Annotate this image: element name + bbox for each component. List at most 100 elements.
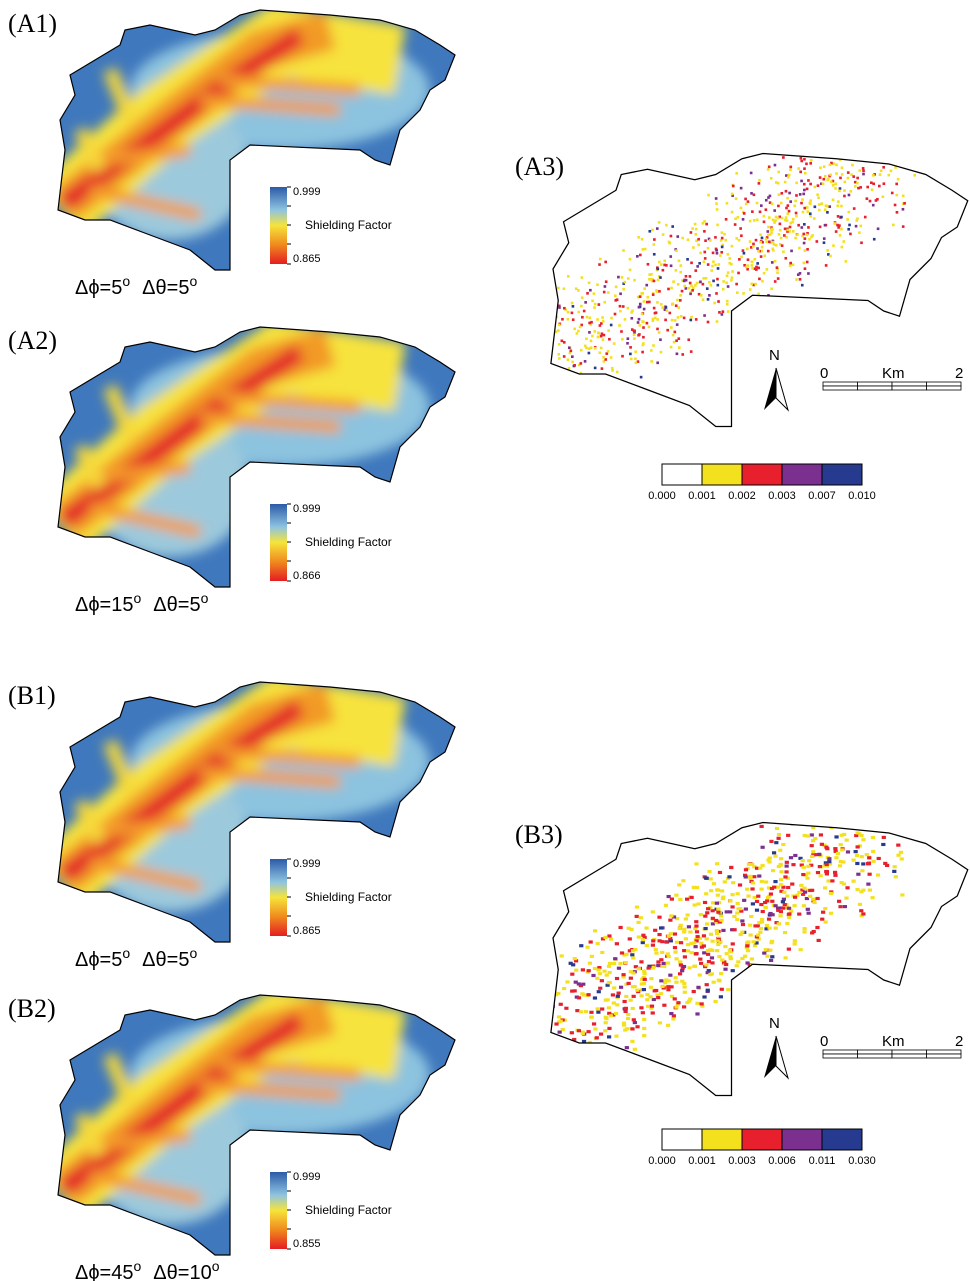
difference-cell (622, 249, 625, 252)
difference-cell (847, 177, 850, 180)
difference-cell (741, 923, 745, 926)
difference-cell (690, 951, 694, 954)
difference-cell (777, 217, 780, 220)
difference-cell (899, 851, 903, 854)
difference-cell (681, 353, 684, 356)
difference-cell (544, 983, 548, 986)
difference-cell (657, 279, 660, 282)
difference-cell (567, 318, 570, 321)
difference-cell (717, 955, 721, 958)
difference-cell (739, 227, 742, 230)
difference-cell (626, 1013, 630, 1016)
difference-cell (856, 831, 860, 834)
difference-cell (668, 974, 672, 977)
difference-cell (864, 216, 867, 219)
difference-cell (715, 197, 718, 200)
difference-cell (779, 229, 782, 232)
difference-cell (824, 224, 827, 227)
difference-cell (867, 856, 871, 859)
difference-cell (670, 346, 673, 349)
difference-cell (716, 939, 720, 942)
difference-cell (854, 824, 858, 827)
legend-class (742, 1129, 782, 1150)
difference-cell (728, 910, 732, 913)
difference-cell (637, 967, 641, 970)
difference-cell (642, 344, 645, 347)
difference-cell (748, 875, 752, 878)
difference-cell (668, 241, 671, 244)
difference-cell (629, 999, 633, 1002)
difference-cell (769, 195, 772, 198)
difference-cell (682, 949, 686, 952)
difference-cell (875, 823, 879, 826)
difference-cell (694, 223, 697, 226)
difference-cell (791, 863, 795, 866)
difference-cell (832, 155, 835, 158)
scale-start: 0 (820, 365, 828, 382)
difference-cell (918, 796, 922, 799)
difference-cell (832, 199, 835, 202)
difference-cell (541, 1050, 545, 1053)
difference-cell (788, 210, 791, 213)
difference-cell (872, 860, 876, 863)
difference-cell (773, 221, 776, 224)
legend-class (702, 1129, 742, 1150)
difference-cell (678, 346, 681, 349)
difference-cell (731, 276, 734, 279)
difference-cell (653, 243, 656, 246)
difference-cell (877, 227, 880, 230)
difference-cell (789, 139, 792, 142)
difference-cell (705, 911, 709, 914)
legend-min: 0.865 (293, 925, 321, 937)
legend-class (822, 1129, 862, 1150)
difference-cell (605, 974, 609, 977)
difference-cell (877, 857, 881, 860)
difference-cell (666, 952, 670, 955)
difference-cell (696, 902, 700, 905)
difference-cell (844, 897, 848, 900)
difference-cell (716, 252, 719, 255)
difference-cell (715, 949, 719, 952)
difference-cell (780, 192, 783, 195)
difference-cell (796, 143, 799, 146)
difference-cell (716, 889, 720, 892)
difference-cell (838, 190, 841, 193)
difference-cell (573, 989, 577, 992)
difference-cell (752, 245, 755, 248)
difference-cell (895, 183, 898, 186)
difference-cell (677, 306, 680, 309)
legend-title: Shielding Factor (305, 218, 392, 232)
difference-cell (720, 239, 723, 242)
degree: o (189, 945, 197, 961)
difference-cell (753, 219, 756, 222)
difference-cell (751, 260, 754, 263)
difference-cell (797, 224, 800, 227)
difference-cell (818, 203, 821, 206)
difference-cell (866, 883, 870, 886)
difference-cell (702, 951, 706, 954)
difference-cell (775, 827, 779, 830)
difference-cell (579, 326, 582, 329)
difference-cell (778, 864, 782, 867)
difference-cell (841, 246, 844, 249)
difference-cell (744, 198, 747, 201)
difference-cell (869, 200, 872, 203)
difference-cell (620, 330, 623, 333)
difference-map (502, 796, 970, 1117)
difference-cell (819, 226, 822, 229)
difference-cell (753, 258, 756, 261)
difference-cell (594, 303, 597, 306)
difference-cell (808, 895, 812, 898)
difference-cell (685, 275, 688, 278)
difference-cell (781, 217, 784, 220)
difference-cell (856, 845, 860, 848)
difference-cell (620, 951, 624, 954)
difference-cell (690, 285, 693, 288)
difference-cell (736, 892, 740, 895)
difference-cell (685, 287, 688, 290)
difference-cell (588, 331, 591, 334)
difference-cell (731, 211, 734, 214)
difference-cell (624, 961, 628, 964)
difference-cell (751, 881, 755, 884)
difference-cell (682, 1005, 686, 1008)
